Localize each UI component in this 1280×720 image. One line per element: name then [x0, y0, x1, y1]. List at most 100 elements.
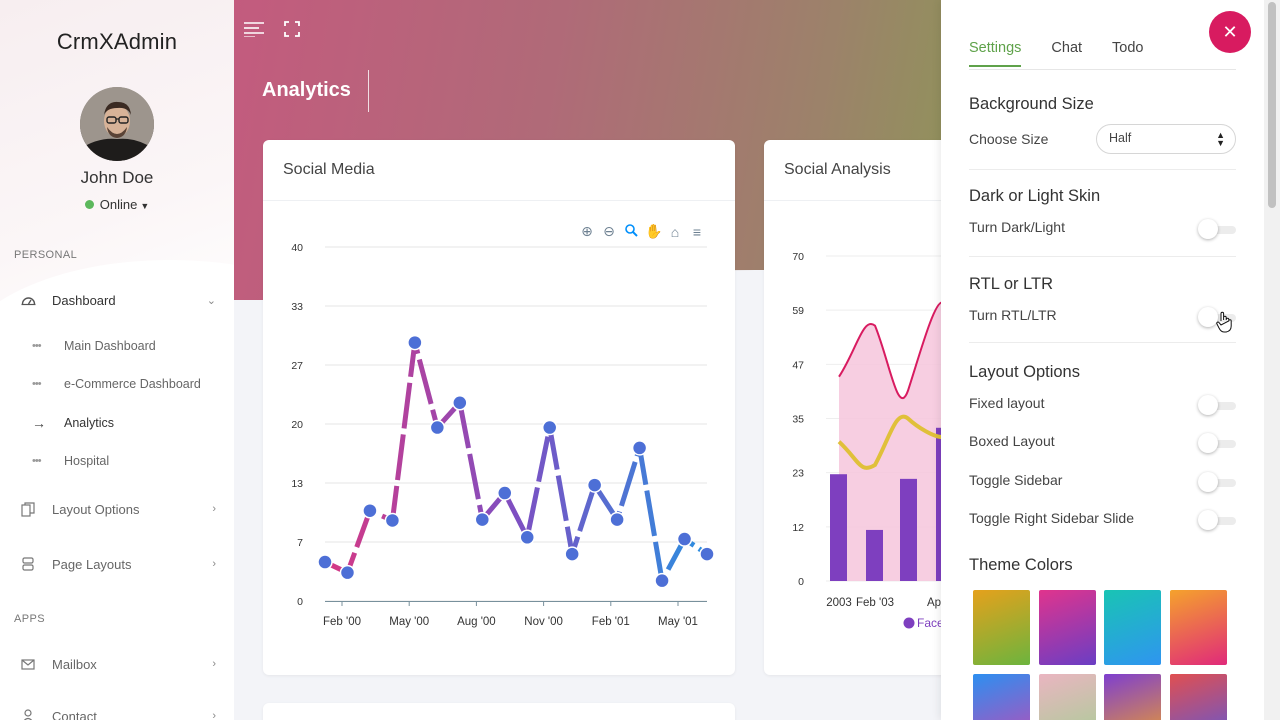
settings-panel: Settings Chat Todo ✕ Background Size Cho…	[941, 0, 1264, 720]
sidebar-item-contact[interactable]: Contact ›	[0, 704, 234, 720]
social-media-line-chart: 0 7 13 20 27 33 40 Feb '00 May '00 Aug '00 Nov '00…	[291, 242, 715, 628]
card-social-media: Social Media ⊕ ⊖ ✋ ⌂ ≡ 0 7 13 20 27 33 40 Feb '…	[263, 140, 735, 675]
chevron-right-icon: ›	[212, 710, 216, 720]
server-icon	[20, 556, 36, 572]
boxed-layout-label: Boxed Layout	[969, 433, 1055, 449]
sidebar-subitem-label: e-Commerce Dashboard	[64, 377, 201, 391]
sidebar-item-label: Mailbox	[52, 656, 97, 672]
y-tick-label: 59	[792, 305, 804, 317]
x-tick-label: Feb '03	[856, 597, 894, 609]
divider	[969, 169, 1236, 170]
theme-swatch[interactable]	[1038, 674, 1096, 720]
fixed-layout-toggle[interactable]	[1198, 395, 1236, 415]
sidebar-item-label: Layout Options	[52, 501, 140, 517]
y-tick-label: 0	[798, 576, 804, 588]
data-point	[362, 502, 378, 519]
theme-swatch[interactable]	[973, 674, 1030, 720]
y-tick-label: 23	[792, 468, 804, 480]
select-arrows-icon: ▲ ▼	[1216, 130, 1225, 148]
chevron-down-icon: ⌄	[206, 294, 216, 307]
sidebar-item-mailbox[interactable]: Mailbox ›	[0, 652, 234, 676]
user-name: John Doe	[80, 168, 154, 187]
data-point	[452, 395, 468, 411]
sidebar-item-layout-options[interactable]: Layout Options ›	[0, 497, 234, 521]
data-point	[519, 529, 535, 546]
pan-hand-icon[interactable]: ✋	[645, 223, 663, 239]
tab-todo[interactable]: Todo	[1112, 40, 1144, 56]
bar	[866, 529, 883, 581]
skin-heading: Dark or Light Skin	[969, 187, 1101, 205]
page-scrollbar[interactable]	[1264, 0, 1280, 720]
x-tick-label: Aug '00	[457, 616, 496, 628]
data-point	[339, 564, 356, 581]
bar	[830, 474, 847, 581]
user-status-dropdown[interactable]: Online ▼	[0, 197, 234, 212]
data-point	[541, 419, 558, 436]
settings-tabs: Settings Chat Todo	[969, 40, 1144, 67]
sidebar-subitem-main-dashboard[interactable]: ••• Main Dashboard	[0, 335, 234, 357]
theme-swatch[interactable]	[1169, 674, 1227, 720]
theme-swatch[interactable]	[973, 590, 1030, 665]
zoom-in-icon[interactable]: ⊕	[581, 223, 593, 239]
caret-down-icon: ▼	[140, 201, 150, 211]
sidebar-item-dashboard[interactable]: Dashboard ⌄	[0, 288, 234, 312]
boxed-layout-toggle[interactable]	[1198, 433, 1236, 453]
card-title: Social Analysis	[784, 161, 891, 178]
dots-icon: •••	[32, 340, 42, 352]
rtl-toggle[interactable]	[1198, 307, 1236, 327]
user-status-label: Online	[99, 197, 138, 212]
left-sidebar: CrmXAdmin John Doe Online ▼ PERSONAL Dash…	[0, 0, 234, 720]
sidebar-subitem-label: Main Dashboard	[64, 339, 156, 353]
sidebar-subitem-analytics[interactable]: → Analytics	[0, 412, 234, 434]
section-label-personal: PERSONAL	[14, 249, 78, 261]
legend-label: Face	[917, 616, 944, 630]
background-size-select[interactable]: Half ▲ ▼	[1096, 124, 1236, 154]
y-tick-label: 40	[291, 242, 303, 254]
tab-settings[interactable]: Settings	[969, 40, 1022, 67]
x-tick-label: Feb '01	[592, 616, 630, 628]
background-size-value: Half	[1109, 131, 1132, 145]
sidebar-subitem-ecommerce-dashboard[interactable]: ••• e-Commerce Dashboard	[0, 373, 234, 395]
area-series	[839, 302, 942, 581]
fixed-layout-label: Fixed layout	[969, 395, 1045, 411]
data-point	[609, 511, 625, 528]
reset-home-icon[interactable]: ⌂	[670, 223, 680, 240]
chevron-right-icon: ›	[212, 658, 216, 670]
layout-options-heading: Layout Options	[969, 363, 1080, 381]
data-point	[676, 531, 693, 547]
avatar[interactable]	[80, 87, 154, 161]
theme-swatch[interactable]	[1104, 674, 1161, 720]
hand-cursor-icon	[1216, 311, 1232, 333]
theme-swatch[interactable]	[1104, 590, 1161, 665]
data-point	[429, 419, 446, 436]
y-tick-label: 27	[291, 360, 303, 372]
theme-swatch[interactable]	[1038, 590, 1096, 665]
data-point	[699, 546, 715, 562]
theme-swatch[interactable]	[1169, 590, 1227, 665]
divider	[969, 256, 1236, 257]
dots-icon: •••	[32, 455, 42, 467]
sidebar-item-page-layouts[interactable]: Page Layouts ›	[0, 552, 234, 576]
brand-logo[interactable]: CrmXAdmin	[56, 29, 178, 54]
toggle-right-sidebar-toggle[interactable]	[1198, 510, 1236, 530]
skin-toggle-label: Turn Dark/Light	[969, 219, 1065, 235]
data-point	[586, 477, 603, 493]
zoom-select-icon[interactable]	[623, 223, 639, 240]
fullscreen-icon[interactable]	[279, 16, 305, 42]
sidebar-subitem-label: Analytics	[64, 416, 115, 430]
close-panel-button[interactable]: ✕	[1209, 11, 1251, 53]
skin-toggle[interactable]	[1198, 219, 1236, 239]
tab-chat[interactable]: Chat	[1051, 40, 1083, 56]
sidebar-subitem-hospital[interactable]: ••• Hospital	[0, 450, 234, 472]
person-icon	[20, 708, 36, 720]
menu-toggle-icon[interactable]	[241, 16, 267, 42]
toggle-sidebar-toggle[interactable]	[1198, 472, 1236, 492]
zoom-out-icon[interactable]: ⊖	[603, 223, 615, 239]
copy-icon	[20, 501, 36, 517]
line-series	[837, 414, 943, 470]
legend-marker	[903, 617, 915, 629]
chart-menu-icon[interactable]: ≡	[692, 223, 702, 240]
scrollbar-thumb[interactable]	[1268, 2, 1276, 208]
y-tick-label: 20	[291, 419, 303, 431]
page-title: Analytics	[262, 79, 351, 101]
